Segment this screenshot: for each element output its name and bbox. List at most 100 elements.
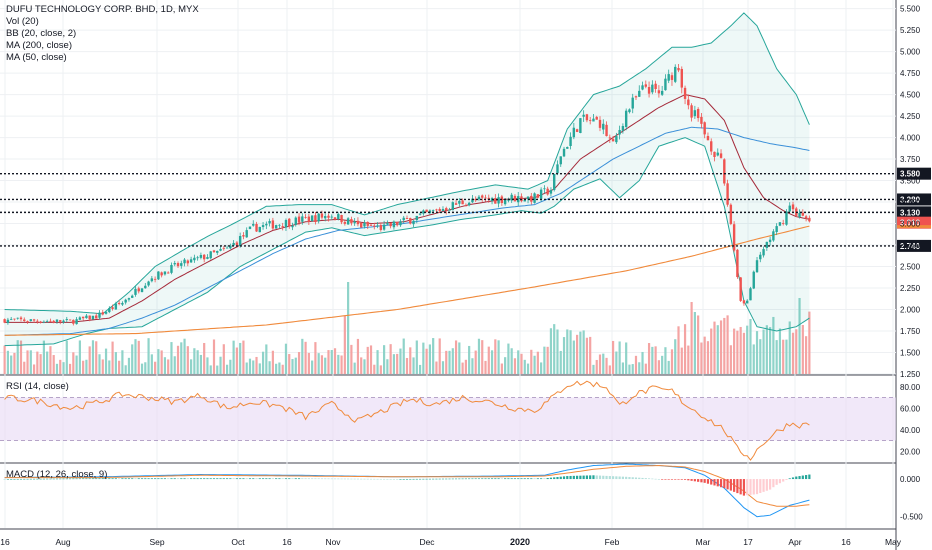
volume-bar <box>785 339 788 374</box>
volume-bar <box>585 337 589 374</box>
volume-bar <box>383 345 386 374</box>
macd-histogram-bar <box>49 478 52 480</box>
volume-bar <box>700 342 703 374</box>
chart-axes: 16 Aug Sep Oct 16 Nov Dec 2020 Feb Mar 17 Apr 16 May 5… <box>0 5 923 547</box>
x-tick-label: Nov <box>325 537 341 547</box>
volume-bar <box>788 321 791 374</box>
candle-body <box>75 319 78 325</box>
macd-histogram-bar <box>504 478 507 480</box>
volume-bar <box>481 340 484 374</box>
macd-histogram-bar <box>160 478 163 480</box>
candle-body <box>343 221 347 224</box>
candle-body <box>216 250 219 253</box>
candle-body <box>55 319 59 322</box>
rsi-tick-label: 20.00 <box>900 447 921 456</box>
volume-bar <box>147 338 150 374</box>
last-price-label: 3.010 <box>900 219 921 228</box>
volume-bar <box>65 340 68 374</box>
volume-bar <box>553 324 556 374</box>
candle-body <box>209 251 212 259</box>
volume-bar <box>795 329 798 374</box>
volume-bar <box>703 336 706 374</box>
candle-body <box>693 110 697 117</box>
x-tick-label: 16 <box>841 537 851 547</box>
rsi-tick-label: 60.00 <box>900 404 921 413</box>
macd-histogram-bar <box>85 478 88 480</box>
macd-histogram-bar <box>294 478 297 480</box>
price-tick-label: 3.000 <box>900 220 921 229</box>
candle-body <box>726 183 729 205</box>
price-level-label: 3.130 <box>900 208 921 217</box>
price-levels: 3.580 3.280 3.130 2.740 3.010 <box>0 167 931 252</box>
macd-histogram-bar <box>101 478 104 480</box>
volume-bar <box>634 355 638 374</box>
macd-histogram-bar <box>147 478 150 480</box>
candle-body <box>353 221 356 224</box>
macd-histogram-bar <box>762 479 765 492</box>
macd-histogram-bar <box>373 478 376 480</box>
macd-line <box>4 463 810 518</box>
volume-bar <box>693 312 696 374</box>
volume-bar <box>281 364 284 374</box>
candle-body <box>664 78 667 91</box>
macd-histogram-bar <box>376 478 379 480</box>
macd-histogram-bar <box>464 478 467 480</box>
macd-histogram-bar <box>245 478 248 480</box>
volume-bar <box>615 351 618 374</box>
candle-body <box>481 195 484 198</box>
macd-tick-label: -0.500 <box>900 513 923 522</box>
volume-bar <box>523 359 526 374</box>
volume-bar <box>631 364 634 374</box>
volume-bar <box>288 354 291 374</box>
macd-histogram-bar <box>396 479 399 480</box>
volume-bar <box>644 363 647 374</box>
macd-histogram-bar <box>628 477 631 480</box>
macd-histogram-bar <box>121 478 124 480</box>
volume-bar <box>402 338 405 374</box>
volume-bar <box>55 363 59 374</box>
volume-bar <box>173 356 176 374</box>
candle-body <box>72 319 75 324</box>
candle-body <box>225 247 229 249</box>
candle-body <box>775 226 778 232</box>
macd-histogram-bar <box>582 475 585 480</box>
legend-ma50: MA (50, close) <box>6 52 67 63</box>
candle-body <box>333 217 337 220</box>
volume-bar <box>216 365 219 374</box>
macd-histogram-bar <box>78 478 81 480</box>
macd-histogram-bar <box>425 478 428 480</box>
candle-body <box>98 312 101 318</box>
macd-histogram-bar <box>389 479 392 480</box>
volume-bar <box>490 350 494 374</box>
candle-body <box>281 226 284 228</box>
candle-body <box>445 208 448 211</box>
candle-body <box>310 215 314 221</box>
volume-bar <box>327 350 330 374</box>
candle-body <box>91 315 95 320</box>
macd-histogram-bar <box>252 478 255 480</box>
candle-body <box>88 315 91 320</box>
candle-body <box>258 226 261 233</box>
volume-bar <box>432 338 435 374</box>
volume-bar <box>510 348 513 374</box>
price-level-label: 3.280 <box>900 195 921 204</box>
candle-body <box>530 195 533 202</box>
volume-bar <box>582 330 585 374</box>
volume-bar <box>261 351 265 374</box>
candle-body <box>690 105 693 118</box>
macd-histogram-bar <box>729 479 732 491</box>
price-candles[interactable] <box>3 64 811 326</box>
price-tick-label: 2.000 <box>900 306 921 315</box>
volume-bar <box>255 356 258 374</box>
macd-histogram-bar <box>477 478 481 480</box>
candle-body <box>674 66 677 82</box>
candle-body <box>222 247 226 249</box>
volume-bar <box>193 348 196 374</box>
volume-bar <box>6 350 10 374</box>
macd-histogram-bar <box>716 479 719 487</box>
macd-histogram-bar <box>540 478 543 480</box>
macd-histogram-bar <box>481 478 484 480</box>
candle-body <box>163 271 167 275</box>
volume-bar <box>566 329 569 374</box>
